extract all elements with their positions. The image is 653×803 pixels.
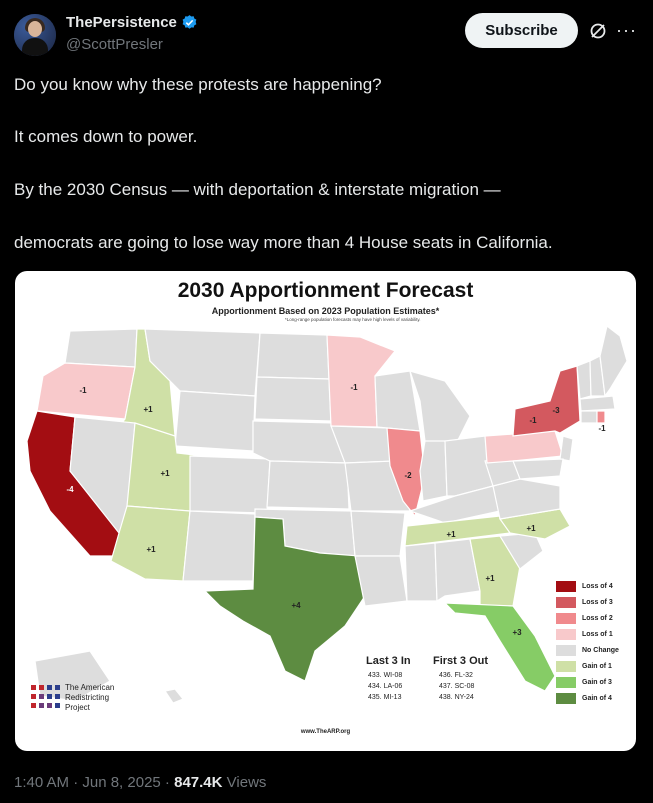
legend-item: Gain of 1 — [556, 661, 612, 672]
label-ri: -1 — [598, 424, 606, 433]
label-mn: -1 — [350, 383, 358, 392]
state-al — [434, 538, 481, 603]
label-tn: +1 — [446, 530, 456, 539]
avatar[interactable] — [14, 14, 56, 56]
state-wy — [174, 390, 256, 452]
label-ut: +1 — [160, 469, 170, 478]
state-tx — [203, 516, 366, 682]
label-pa: -1 — [529, 416, 537, 425]
state-md — [512, 458, 564, 480]
map-title: 2030 Apportionment Forecast — [177, 279, 474, 302]
author-name[interactable]: ThePersistence — [66, 14, 177, 31]
legend-item: Loss of 4 — [556, 581, 613, 592]
state-hi — [164, 688, 184, 704]
tweet-line: Do you know why these protests are happe… — [14, 75, 382, 94]
state-wa — [64, 328, 138, 368]
first3-item: 436. FL-32 — [439, 672, 473, 679]
label-ny: -3 — [552, 406, 560, 415]
first3-heading: First 3 Out — [433, 655, 489, 667]
legend-item: No Change — [556, 645, 619, 656]
state-pa — [484, 430, 564, 464]
tweet-line: It comes down to power. — [14, 127, 198, 146]
subscribe-button[interactable]: Subscribe — [465, 13, 578, 48]
grok-icon[interactable] — [588, 21, 608, 41]
first3-item: 437. SC-08 — [439, 683, 475, 690]
label-or: -1 — [79, 386, 87, 395]
state-ks — [266, 460, 350, 510]
author-handle[interactable]: @ScottPresler — [66, 36, 163, 53]
state-nd — [256, 332, 330, 380]
state-ny — [512, 365, 581, 437]
last3-heading: Last 3 In — [366, 655, 411, 667]
state-in — [419, 440, 448, 502]
org-name: The American Redistricting Project — [65, 683, 115, 712]
state-me — [599, 324, 628, 398]
views-label: Views — [226, 774, 267, 791]
legend-item: Loss of 2 — [556, 613, 613, 624]
first3-item: 438. NY-24 — [439, 694, 474, 701]
map-url: www.TheARP.org — [300, 729, 351, 735]
label-az: +1 — [146, 545, 156, 554]
state-ms — [404, 542, 438, 602]
state-sd — [254, 376, 332, 422]
state-il — [386, 427, 426, 518]
label-ca: -4 — [66, 485, 74, 494]
legend-item: Loss of 1 — [556, 629, 613, 640]
label-tx: +4 — [291, 601, 301, 610]
last3-item: 433. WI-08 — [368, 672, 403, 679]
state-ri — [596, 410, 606, 424]
tweet-meta: 1:40 AM · Jun 8, 2025 · 847.4K Views — [14, 774, 266, 791]
more-options-icon[interactable]: ··· — [616, 20, 637, 40]
tweet-timestamp[interactable]: 1:40 AM · Jun 8, 2025 · — [14, 774, 170, 791]
author-name-row[interactable]: ThePersistence — [66, 14, 198, 31]
last3-item: 435. MI-13 — [368, 694, 402, 701]
state-co — [189, 455, 271, 514]
tweet-line: By the 2030 Census — with deportation & … — [14, 180, 501, 199]
state-vt — [576, 360, 592, 400]
map-subtitle: Apportionment Based on 2023 Population E… — [211, 306, 440, 316]
state-ma — [579, 395, 616, 412]
state-ct — [580, 410, 598, 424]
legend-item: Gain of 3 — [556, 677, 612, 688]
state-fl — [443, 602, 556, 692]
state-nm — [182, 510, 256, 582]
arp-logo-icon — [31, 685, 61, 711]
us-map: -1 +1 -4 +1 +1 +4 -1 -2 -3 -1 -1 +1 +1 +… — [26, 324, 628, 704]
label-id: +1 — [143, 405, 153, 414]
state-nj — [559, 435, 574, 462]
label-nc: +1 — [526, 524, 536, 533]
label-fl: +3 — [512, 628, 522, 637]
state-ar — [350, 510, 406, 557]
legend-item: Gain of 4 — [556, 693, 612, 704]
last3-item: 434. LA-06 — [368, 683, 403, 690]
tweet-image[interactable]: 2030 Apportionment Forecast Apportionmen… — [15, 271, 636, 751]
tweet-line: democrats are going to lose way more tha… — [14, 233, 553, 252]
views-count: 847.4K — [174, 774, 223, 791]
legend-item: Loss of 3 — [556, 597, 613, 608]
map-note: *Long-range population forecasts may hav… — [285, 317, 421, 322]
label-il: -2 — [404, 471, 412, 480]
state-ak — [34, 650, 111, 702]
verified-badge-icon — [182, 15, 197, 29]
label-ga: +1 — [485, 574, 495, 583]
